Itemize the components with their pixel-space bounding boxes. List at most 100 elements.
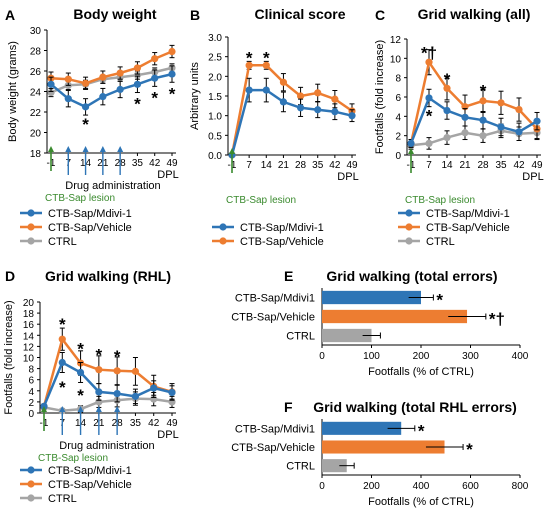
series-ctb-sap-mdivi-1 [228, 77, 356, 159]
significance-mark: * [77, 340, 84, 359]
category-label: CTB-Sap/Mdivi1 [235, 293, 315, 305]
significance-mark: * [466, 440, 473, 459]
x-tick-label: 200 [363, 481, 380, 492]
x-tick-label: 49 [531, 160, 543, 171]
y-tick-label: 12 [23, 342, 35, 353]
data-point [407, 139, 415, 147]
legend-panel-b: CTB-Sap/Mdivi-1 CTB-Sap/Vehicle [212, 222, 324, 248]
data-point [133, 80, 142, 88]
legend-swatch-dot [405, 237, 413, 245]
data-point [95, 388, 103, 396]
legend-label: CTB-Sap/Mdivi-1 [48, 465, 132, 477]
bar [322, 290, 421, 305]
y-tick-label: 0 [28, 409, 34, 420]
y-tick-label: 2.5 [208, 53, 222, 64]
lesion-label: CTB-Sap lesion [38, 453, 108, 464]
x-tick-label: 42 [149, 158, 161, 169]
panel-title: Grid walking (total errors) [326, 268, 497, 284]
data-point [425, 58, 433, 66]
data-point [425, 94, 433, 102]
legend-swatch-dot [27, 494, 35, 502]
data-point [47, 88, 55, 97]
drug-arrow-head [65, 146, 72, 152]
y-tick-label: 12 [390, 35, 402, 46]
drug-arrow-head [99, 146, 106, 152]
series-ctb-sap-mdivi-1 [40, 352, 176, 410]
data-point [58, 335, 66, 343]
category-label: CTRL [286, 331, 315, 343]
data-point [168, 47, 176, 56]
x-tick-label: 0 [319, 351, 325, 362]
data-point [150, 384, 158, 392]
x-axis-label: DPL [157, 429, 178, 441]
panel-letter: F [284, 399, 293, 415]
data-point [515, 128, 523, 136]
panel-letter: B [190, 7, 200, 23]
data-point [296, 92, 305, 100]
data-point [151, 74, 159, 82]
data-point [425, 139, 433, 147]
y-tick-label: 24 [30, 88, 42, 99]
y-tick-label: 16 [23, 320, 35, 331]
x-tick-label: 14 [441, 160, 453, 171]
data-point [515, 105, 523, 114]
x-axis-label: DPL [522, 171, 543, 183]
legend-label: CTB-Sap/Vehicle [48, 222, 132, 234]
panel-letter: C [375, 7, 385, 23]
x-tick-label: 200 [413, 351, 430, 362]
category-label: CTB-Sap/Mdivi1 [235, 423, 315, 435]
data-point [443, 134, 451, 142]
y-tick-label: 30 [30, 26, 42, 37]
significance-mark: * [263, 49, 270, 68]
significance-mark: * [96, 345, 103, 364]
significance-mark: * [59, 378, 66, 397]
data-point [314, 106, 322, 114]
data-point [245, 86, 253, 94]
drug-arrow-head [59, 406, 66, 412]
significance-mark: * [426, 107, 433, 126]
data-point [95, 366, 103, 374]
bar [322, 328, 372, 343]
data-point [331, 95, 339, 103]
line-panel-d: D Grid walking (RHL) Footfalls (fold incre… [3, 268, 179, 464]
legend-swatch-dot [219, 237, 227, 245]
data-point [64, 95, 72, 103]
data-point [99, 73, 107, 81]
line-panel-b: B Clinical score Arbitrary units 0.0 0.5 1.0 1… [189, 6, 359, 206]
y-tick-label: 1.5 [208, 92, 222, 103]
panel-title: Grid walking (total RHL errors) [313, 399, 517, 415]
data-point [348, 112, 356, 120]
data-point [131, 367, 140, 375]
data-point [461, 129, 469, 137]
legend-panel-d: CTB-Sap/Mdivi-1 CTB-Sap/Vehicle CTRL [20, 465, 132, 505]
data-point [279, 98, 288, 106]
y-tick-label: 0.5 [208, 131, 222, 142]
significance-mark: * [151, 89, 158, 108]
drug-arrow-head [95, 406, 102, 412]
y-tick-label: 18 [30, 149, 42, 160]
x-tick-label: 300 [462, 351, 479, 362]
drug-arrow-head [117, 146, 124, 152]
lesion-label: CTB-Sap lesion [45, 193, 115, 204]
drug-administration-label: Drug administration [65, 180, 160, 192]
data-point [279, 78, 288, 86]
y-tick-label: 6 [395, 93, 401, 104]
data-point [479, 132, 487, 140]
data-point [81, 103, 90, 111]
significance-mark: * [480, 81, 487, 100]
x-tick-label: 42 [513, 160, 525, 171]
bar [322, 421, 402, 435]
x-tick-label: 21 [278, 160, 290, 171]
data-point [81, 79, 90, 87]
y-tick-label: 2 [395, 132, 401, 143]
drug-arrow-head [114, 406, 121, 412]
panel-title: Clinical score [254, 6, 345, 22]
data-point [314, 89, 322, 97]
y-tick-label: 20 [30, 129, 42, 140]
y-tick-label: 26 [30, 67, 42, 78]
y-tick-label: 1.0 [208, 112, 222, 123]
legend-swatch-dot [27, 480, 35, 488]
y-tick-label: 2.0 [208, 72, 222, 83]
significance-mark: * [82, 115, 89, 134]
data-point [443, 84, 451, 92]
